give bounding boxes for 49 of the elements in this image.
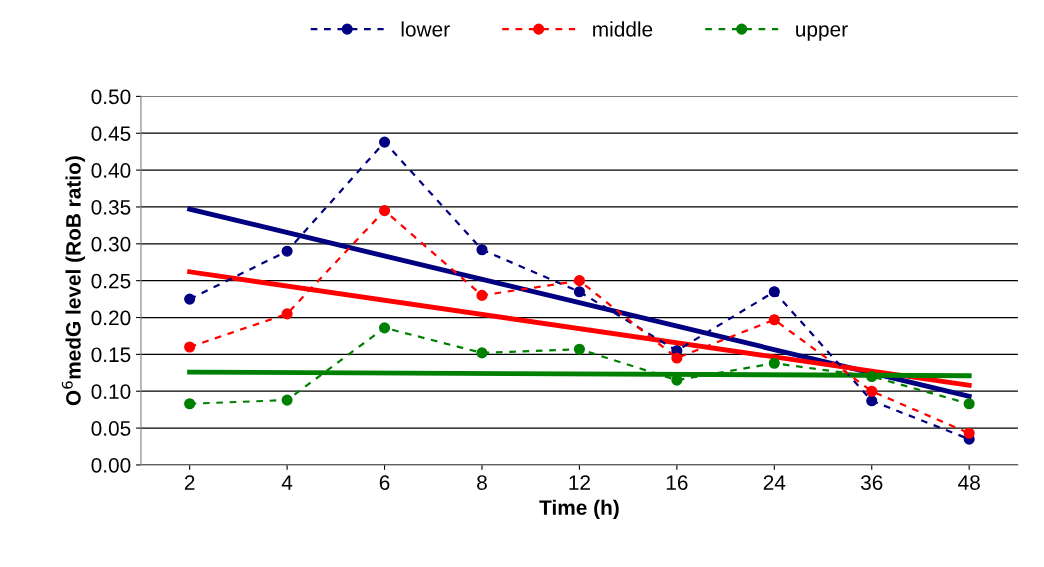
point [573, 275, 585, 287]
point [378, 205, 391, 217]
point [184, 293, 196, 305]
point [671, 352, 683, 364]
legend-label: upper [796, 25, 848, 41]
point [281, 394, 293, 406]
point [866, 370, 878, 383]
y-tick-label: 0.05 [91, 421, 131, 436]
y-tick-label: 0.35 [91, 199, 131, 215]
x-tick-label: 36 [860, 475, 883, 490]
point [476, 289, 488, 301]
x-tick-label: 8 [477, 475, 487, 490]
point [573, 343, 585, 355]
point [768, 314, 780, 326]
point [476, 244, 488, 256]
x-tick-label: 6 [379, 475, 390, 490]
point [573, 286, 585, 298]
legend-label: lower [401, 21, 450, 37]
point [768, 357, 780, 369]
y-axis-title: O$^{6}$medG level (RoB ratio) [61, 156, 85, 406]
point [378, 136, 391, 148]
point [281, 245, 293, 257]
point [378, 322, 391, 334]
y-tick-label: 0.45 [91, 126, 131, 141]
point [768, 286, 780, 298]
y-tick-label: 0.25 [91, 273, 131, 289]
y-tick-label: 0.40 [91, 163, 131, 178]
y-tick-label: 0.00 [91, 457, 131, 473]
point [476, 347, 488, 359]
point [866, 385, 878, 397]
x-tick-label: 12 [569, 475, 590, 490]
point [963, 398, 975, 410]
x-tick-label: 2 [184, 475, 195, 490]
x-tick-label: 16 [666, 475, 688, 490]
x-tick-label: 48 [958, 475, 980, 490]
x-tick-label: 24 [763, 475, 786, 490]
y-tick-label: 0.50 [91, 89, 131, 105]
y-tick-label: 0.30 [91, 236, 131, 252]
point [281, 308, 293, 320]
legend-label: middle [593, 21, 653, 37]
y-tick-label: 0.10 [91, 384, 131, 399]
point [184, 341, 196, 353]
point [866, 395, 878, 407]
point [184, 398, 196, 410]
y-tick-label: 0.15 [91, 347, 131, 363]
x-tick-label: 4 [281, 475, 293, 490]
point [963, 427, 975, 439]
x-axis-title: Time (h) [539, 499, 619, 520]
y-tick-label: 0.20 [91, 310, 131, 326]
